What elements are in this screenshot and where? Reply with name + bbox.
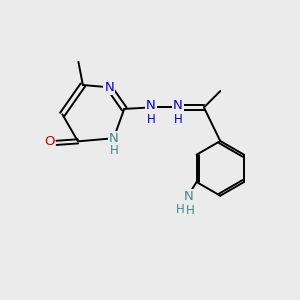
- Text: N: N: [109, 132, 118, 145]
- Text: H: H: [186, 204, 195, 218]
- Text: H: H: [110, 144, 118, 157]
- Text: N: N: [173, 99, 183, 112]
- Text: N: N: [146, 99, 156, 112]
- Text: H: H: [173, 113, 182, 126]
- Text: O: O: [44, 135, 54, 148]
- Text: H: H: [176, 203, 184, 216]
- Text: H: H: [147, 113, 155, 126]
- Text: N: N: [104, 81, 114, 94]
- Text: N: N: [184, 190, 194, 203]
